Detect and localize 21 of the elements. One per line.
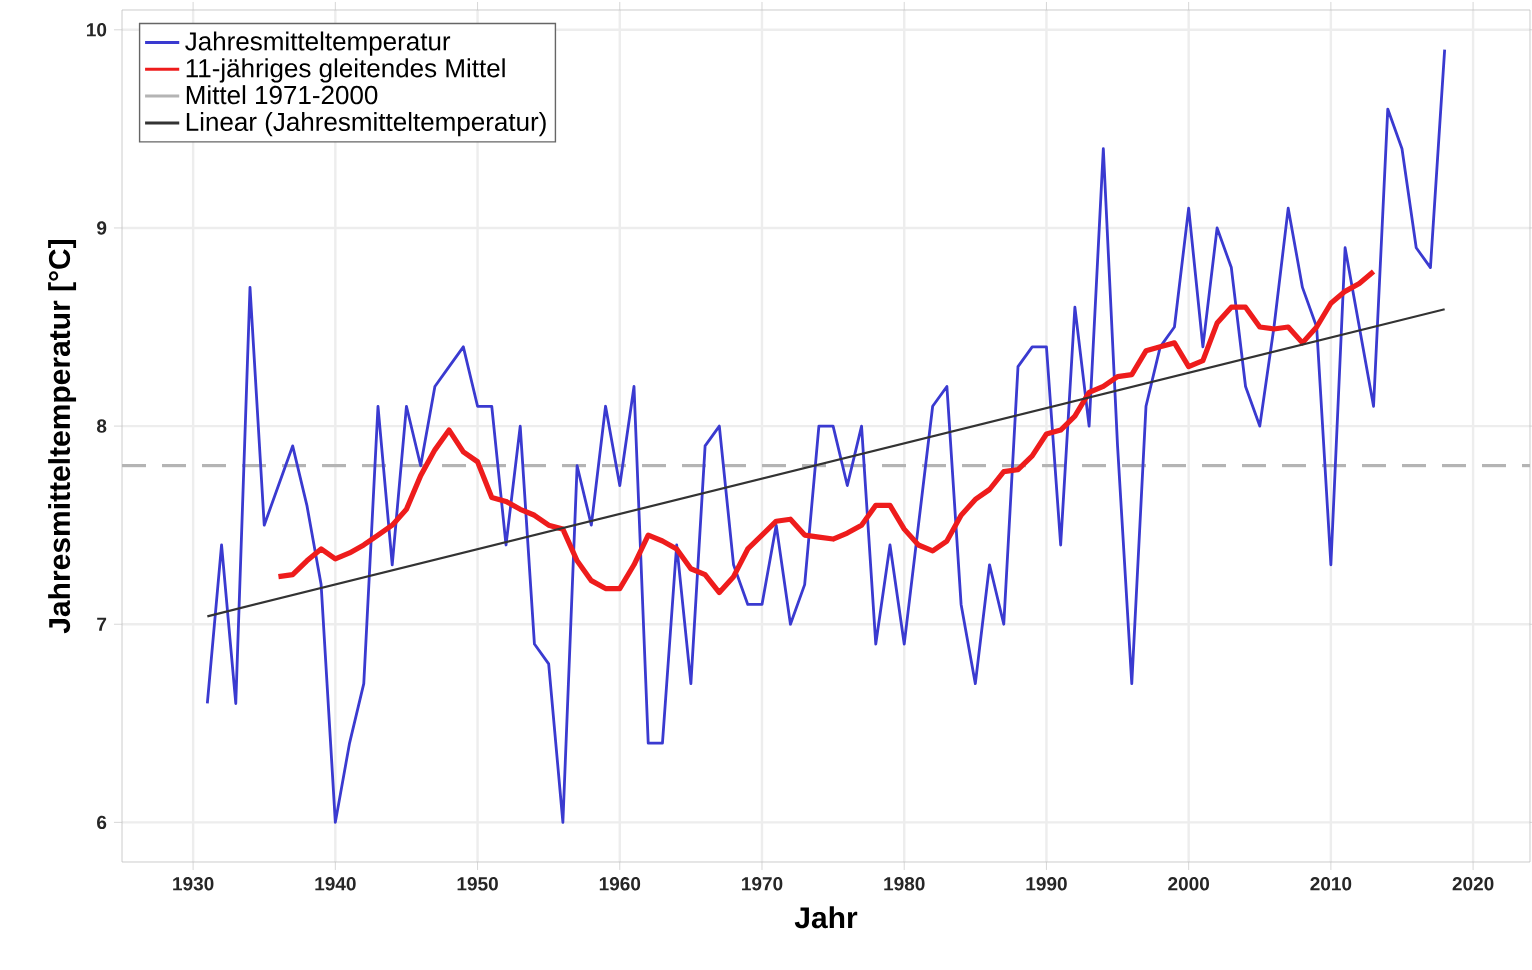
x-tick-label: 1960: [599, 877, 641, 891]
x-tick-label: 1930: [173, 877, 214, 891]
x-tick-label: 2020: [1452, 877, 1494, 891]
legend-label: Mittel 1971-2000: [186, 85, 378, 105]
x-tick-label: 1950: [457, 877, 498, 891]
y-tick-label: 7: [97, 617, 107, 631]
x-tick-label: 1940: [315, 877, 356, 891]
x-tick-label: 1980: [884, 877, 925, 891]
legend-label: Jahresmitteltemperatur: [185, 31, 451, 56]
x-tick-label: 1970: [742, 877, 783, 891]
x-axis-title: Jahr: [794, 906, 858, 929]
y-tick-label: 6: [97, 815, 107, 830]
y-axis-title: Jahresmitteltemperatur [°C]: [48, 240, 77, 634]
y-tick-label: 9: [97, 221, 107, 235]
legend-label: Linear (Jahresmitteltemperatur): [186, 111, 546, 137]
x-tick-label: 2010: [1310, 877, 1352, 891]
y-tick-label: 8: [96, 419, 107, 433]
x-tick-label: 1990: [1026, 877, 1067, 891]
legend-label: 11-jähriges gleitendes Mittel: [186, 58, 505, 83]
x-tick-label: 2000: [1168, 877, 1209, 891]
y-tick-label: 10: [86, 23, 107, 37]
